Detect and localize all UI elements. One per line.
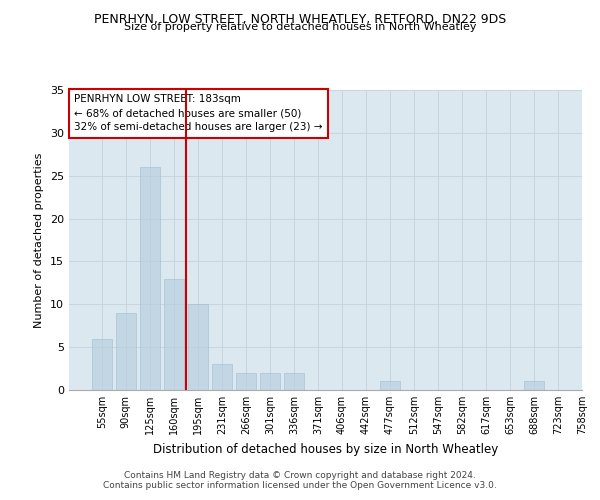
- Text: Contains public sector information licensed under the Open Government Licence v3: Contains public sector information licen…: [103, 481, 497, 490]
- Text: PENRHYN LOW STREET: 183sqm
← 68% of detached houses are smaller (50)
32% of semi: PENRHYN LOW STREET: 183sqm ← 68% of deta…: [74, 94, 323, 132]
- Bar: [284, 373, 304, 390]
- Bar: [212, 364, 232, 390]
- Bar: [236, 373, 256, 390]
- Y-axis label: Number of detached properties: Number of detached properties: [34, 152, 44, 328]
- Bar: [92, 338, 112, 390]
- Bar: [164, 278, 184, 390]
- Bar: [524, 382, 544, 390]
- Bar: [116, 313, 136, 390]
- X-axis label: Distribution of detached houses by size in North Wheatley: Distribution of detached houses by size …: [153, 442, 498, 456]
- Bar: [380, 382, 400, 390]
- Bar: [140, 167, 160, 390]
- Text: Size of property relative to detached houses in North Wheatley: Size of property relative to detached ho…: [124, 22, 476, 32]
- Text: Contains HM Land Registry data © Crown copyright and database right 2024.: Contains HM Land Registry data © Crown c…: [124, 471, 476, 480]
- Bar: [188, 304, 208, 390]
- Text: PENRHYN, LOW STREET, NORTH WHEATLEY, RETFORD, DN22 9DS: PENRHYN, LOW STREET, NORTH WHEATLEY, RET…: [94, 12, 506, 26]
- Bar: [260, 373, 280, 390]
